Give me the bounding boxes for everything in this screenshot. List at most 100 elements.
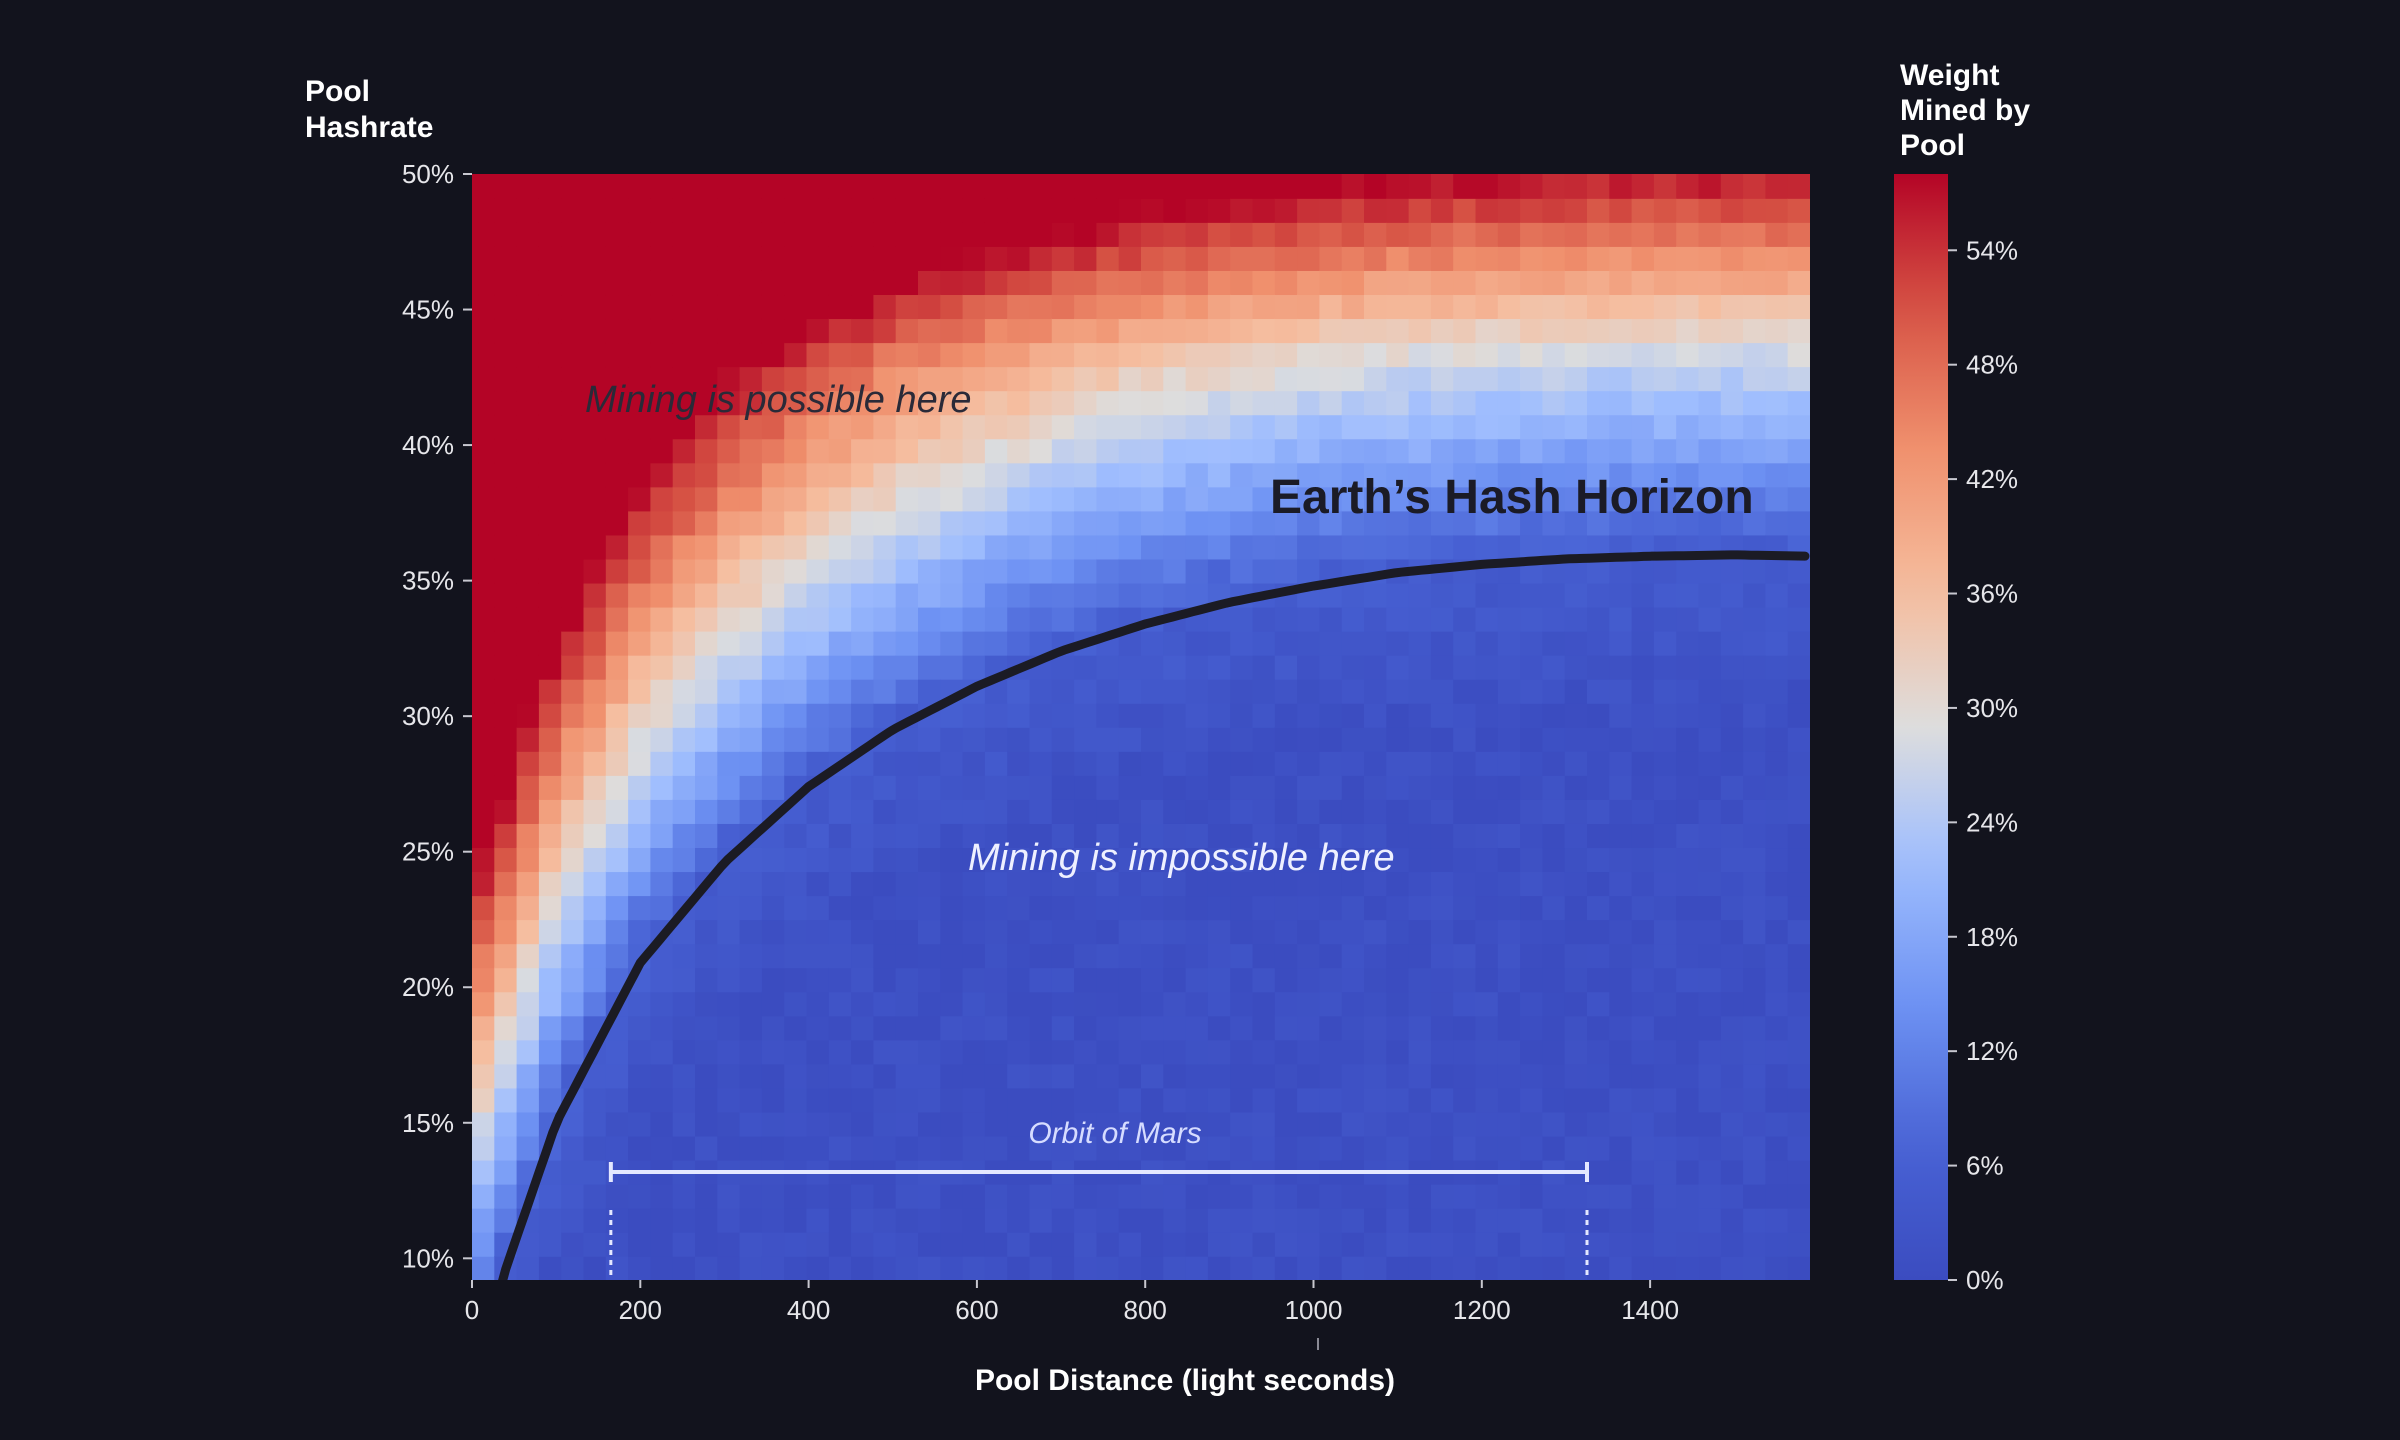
colorbar-tick-label: 42% bbox=[1966, 464, 2018, 494]
heatmap-cell bbox=[1743, 246, 1767, 271]
heatmap-cell bbox=[516, 1063, 540, 1089]
heatmap-cell bbox=[1765, 294, 1789, 320]
heatmap-cell bbox=[940, 1087, 964, 1113]
heatmap-cell bbox=[561, 174, 585, 199]
heatmap-cell bbox=[1653, 366, 1677, 392]
heatmap-cell bbox=[538, 366, 562, 392]
heatmap-cell bbox=[1074, 1183, 1098, 1209]
heatmap-cell bbox=[1230, 1087, 1254, 1113]
heatmap-cell bbox=[1453, 198, 1477, 223]
heatmap-cell bbox=[1230, 198, 1254, 223]
heatmap-cell bbox=[1520, 1231, 1544, 1257]
heatmap-cell bbox=[1051, 390, 1075, 416]
heatmap-cell bbox=[1364, 390, 1388, 416]
heatmap-cell bbox=[538, 414, 562, 440]
heatmap-cell bbox=[672, 294, 696, 320]
heatmap-cell bbox=[1029, 943, 1053, 969]
heatmap-cell bbox=[828, 1063, 852, 1089]
heatmap-cell bbox=[1408, 1111, 1432, 1137]
heatmap-cell bbox=[472, 1255, 496, 1280]
heatmap-cell bbox=[1386, 366, 1410, 392]
heatmap-cell bbox=[1430, 871, 1454, 897]
heatmap-cell bbox=[1163, 1063, 1187, 1089]
heatmap-cell bbox=[1096, 222, 1120, 247]
heatmap-cell bbox=[672, 1207, 696, 1233]
heatmap-cell bbox=[761, 342, 785, 368]
heatmap-cell bbox=[784, 246, 808, 271]
heatmap-cell bbox=[1430, 775, 1454, 800]
heatmap-cell bbox=[828, 246, 852, 271]
heatmap-cell bbox=[962, 1255, 986, 1280]
heatmap-cell bbox=[1497, 1039, 1521, 1065]
heatmap-cell bbox=[1765, 895, 1789, 921]
heatmap-cell bbox=[761, 534, 785, 560]
heatmap-cell bbox=[806, 1063, 830, 1089]
heatmap-cell bbox=[1520, 775, 1544, 800]
heatmap-cell bbox=[1051, 654, 1075, 680]
heatmap-cell bbox=[1386, 222, 1410, 247]
heatmap-cell bbox=[1698, 702, 1722, 728]
heatmap-cell bbox=[873, 366, 897, 392]
heatmap-cell bbox=[1475, 1039, 1499, 1065]
heatmap-cell bbox=[605, 799, 629, 824]
heatmap-cell bbox=[561, 1039, 585, 1065]
heatmap-cell bbox=[1007, 582, 1031, 608]
heatmap-cell bbox=[1141, 462, 1165, 488]
heatmap-cell bbox=[1676, 246, 1700, 271]
heatmap-cell bbox=[583, 534, 607, 560]
heatmap-cell bbox=[561, 486, 585, 512]
heatmap-cell bbox=[761, 462, 785, 488]
heatmap-cell bbox=[605, 1231, 629, 1257]
heatmap-cell bbox=[472, 943, 496, 969]
heatmap-cell bbox=[918, 895, 942, 921]
heatmap-cell bbox=[1587, 967, 1611, 993]
heatmap-cell bbox=[739, 1063, 763, 1089]
heatmap-cell bbox=[1408, 1063, 1432, 1089]
heatmap-cell bbox=[1497, 342, 1521, 368]
heatmap-cell bbox=[1720, 366, 1744, 392]
heatmap-cell bbox=[1074, 1087, 1098, 1113]
heatmap-cell bbox=[1743, 1135, 1767, 1161]
heatmap-cell bbox=[806, 1135, 830, 1161]
heatmap-cell bbox=[1765, 390, 1789, 416]
heatmap-cell bbox=[1653, 775, 1677, 800]
heatmap-cell bbox=[583, 654, 607, 680]
colorbar-tick-label: 36% bbox=[1966, 579, 2018, 609]
heatmap-cell bbox=[516, 174, 540, 199]
heatmap-cell bbox=[1386, 799, 1410, 824]
heatmap-cell bbox=[1787, 895, 1810, 921]
heatmap-cell bbox=[1453, 1015, 1477, 1041]
heatmap-cell bbox=[828, 702, 852, 728]
heatmap-cell bbox=[1297, 967, 1321, 993]
heatmap-cell bbox=[1653, 414, 1677, 440]
heatmap-cell bbox=[1007, 1063, 1031, 1089]
heatmap-cell bbox=[1542, 606, 1566, 632]
heatmap-cell bbox=[1207, 486, 1231, 512]
heatmap-cell bbox=[1074, 318, 1098, 344]
heatmap-cell bbox=[1475, 1087, 1499, 1113]
heatmap-cell bbox=[1207, 799, 1231, 824]
heatmap-cell bbox=[516, 967, 540, 993]
heatmap-cell bbox=[828, 943, 852, 969]
heatmap-cell bbox=[895, 342, 919, 368]
heatmap-cell bbox=[761, 1183, 785, 1209]
heatmap-cell bbox=[650, 1087, 674, 1113]
heatmap-cell bbox=[1743, 871, 1767, 897]
heatmap-cell bbox=[739, 678, 763, 704]
heatmap-cell bbox=[1653, 558, 1677, 584]
heatmap-cell bbox=[761, 510, 785, 536]
heatmap-cell bbox=[494, 534, 518, 560]
heatmap-cell bbox=[494, 462, 518, 488]
heatmap-cell bbox=[1520, 582, 1544, 608]
heatmap-cell bbox=[1230, 991, 1254, 1017]
heatmap-cell bbox=[538, 895, 562, 921]
heatmap-cell bbox=[1587, 943, 1611, 969]
heatmap-cell bbox=[672, 1183, 696, 1209]
heatmap-cell bbox=[984, 510, 1008, 536]
heatmap-cell bbox=[1319, 534, 1343, 560]
heatmap-cell bbox=[739, 630, 763, 656]
heatmap-cell bbox=[1252, 823, 1276, 849]
heatmap-cell bbox=[940, 270, 964, 296]
heatmap-cell bbox=[1029, 751, 1053, 776]
heatmap-cell bbox=[717, 1015, 741, 1041]
